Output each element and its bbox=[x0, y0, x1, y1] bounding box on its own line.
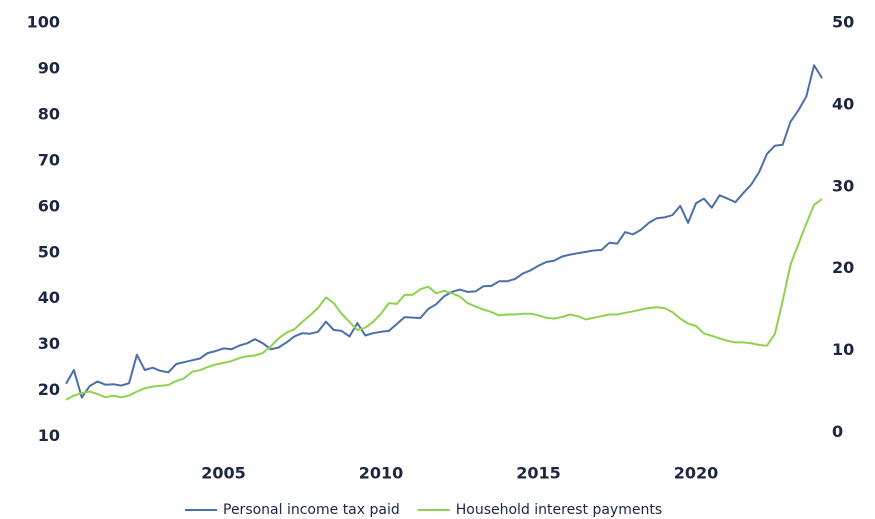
y-tick-label: 70 bbox=[38, 150, 60, 169]
y2-tick-label: 0 bbox=[832, 422, 843, 441]
y-tick-label: 50 bbox=[38, 242, 60, 261]
y-tick-label: 90 bbox=[38, 58, 60, 77]
y-tick-label: 10 bbox=[38, 426, 60, 445]
legend-label: Household interest payments bbox=[456, 502, 662, 518]
y2-tick-label: 50 bbox=[832, 13, 854, 32]
y-tick-label: 60 bbox=[38, 196, 60, 215]
y-tick-label: 30 bbox=[38, 334, 60, 353]
y-tick-label: 20 bbox=[38, 380, 60, 399]
line bbox=[65, 64, 823, 399]
y2-tick-label: 40 bbox=[832, 94, 854, 113]
y-tick-label: 80 bbox=[38, 104, 60, 123]
x-tick-label: 2020 bbox=[674, 464, 719, 483]
x-tick-label: 2010 bbox=[359, 464, 404, 483]
y2-tick-label: 20 bbox=[832, 258, 854, 277]
y2-tick-label: 10 bbox=[832, 340, 854, 359]
x-tick-label: 2015 bbox=[516, 464, 561, 483]
y2-tick-label: 30 bbox=[832, 176, 854, 195]
legend-label: Personal income tax paid bbox=[223, 502, 400, 518]
x-tick-label: 2005 bbox=[201, 464, 246, 483]
y-tick-label: 40 bbox=[38, 288, 60, 307]
y-tick-label: 100 bbox=[27, 13, 60, 32]
line bbox=[65, 198, 823, 401]
